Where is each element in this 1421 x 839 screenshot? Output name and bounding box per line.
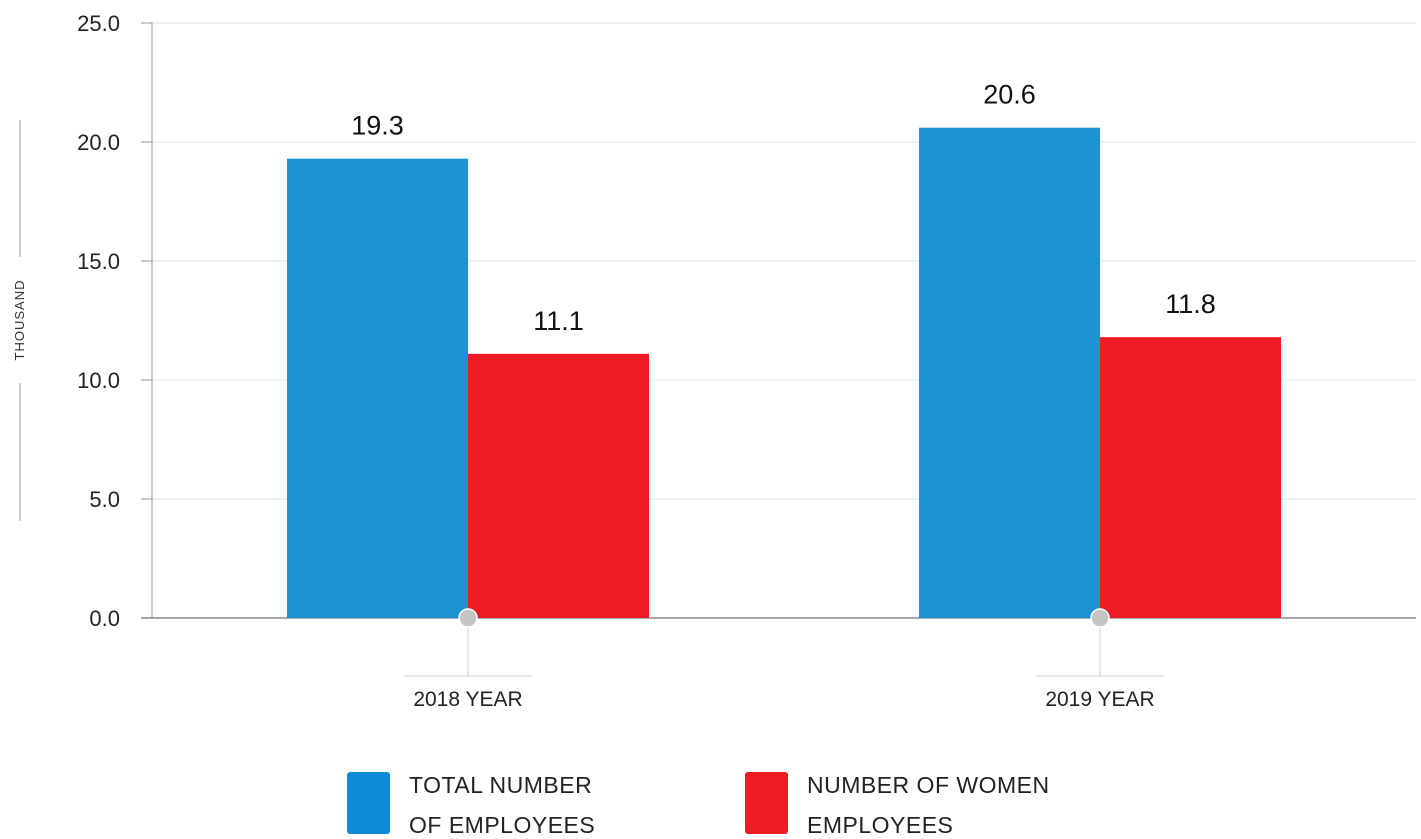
category-label: 2018 YEAR — [413, 688, 522, 711]
data-label: 20.6 — [983, 80, 1036, 110]
legend-swatch — [347, 772, 390, 834]
y-tick-label: 15.0 — [77, 249, 120, 274]
category-label: 2019 YEAR — [1045, 688, 1154, 711]
y-tick-label: 20.0 — [77, 130, 120, 155]
bars — [287, 127, 1281, 618]
data-labels: 19.3 11.1 20.6 11.8 — [351, 80, 1216, 336]
bar-total-1 — [919, 127, 1100, 618]
y-axis-label: THOUSAND — [12, 280, 27, 361]
y-tick-label: 25.0 — [77, 11, 120, 36]
y-tick-label: 5.0 — [89, 487, 120, 512]
data-label: 19.3 — [351, 111, 404, 141]
data-label: 11.8 — [1165, 289, 1216, 319]
category-marker — [458, 608, 478, 628]
y-axis-label-group: THOUSAND — [12, 120, 27, 521]
bar-women-1 — [1100, 337, 1281, 618]
data-label: 11.1 — [533, 306, 584, 336]
legend-swatch — [745, 772, 788, 834]
legend-label: OF EMPLOYEES — [409, 812, 595, 838]
legend: TOTAL NUMBER OF EMPLOYEES NUMBER OF WOMEN E… — [347, 772, 1050, 838]
category-marker — [1090, 608, 1110, 628]
y-axis-ticks: 0.0 5.0 10.0 15.0 20.0 25.0 — [77, 11, 152, 631]
bar-women-0 — [468, 353, 649, 618]
y-tick-label: 10.0 — [77, 368, 120, 393]
legend-label: TOTAL NUMBER — [409, 772, 592, 798]
bar-total-0 — [287, 158, 468, 618]
legend-label: NUMBER OF WOMEN — [807, 772, 1050, 798]
y-tick-label: 0.0 — [89, 606, 120, 631]
legend-label: EMPLOYEES — [807, 812, 953, 838]
x-axis-categories: 2018 YEAR 2019 YEAR — [404, 608, 1164, 711]
